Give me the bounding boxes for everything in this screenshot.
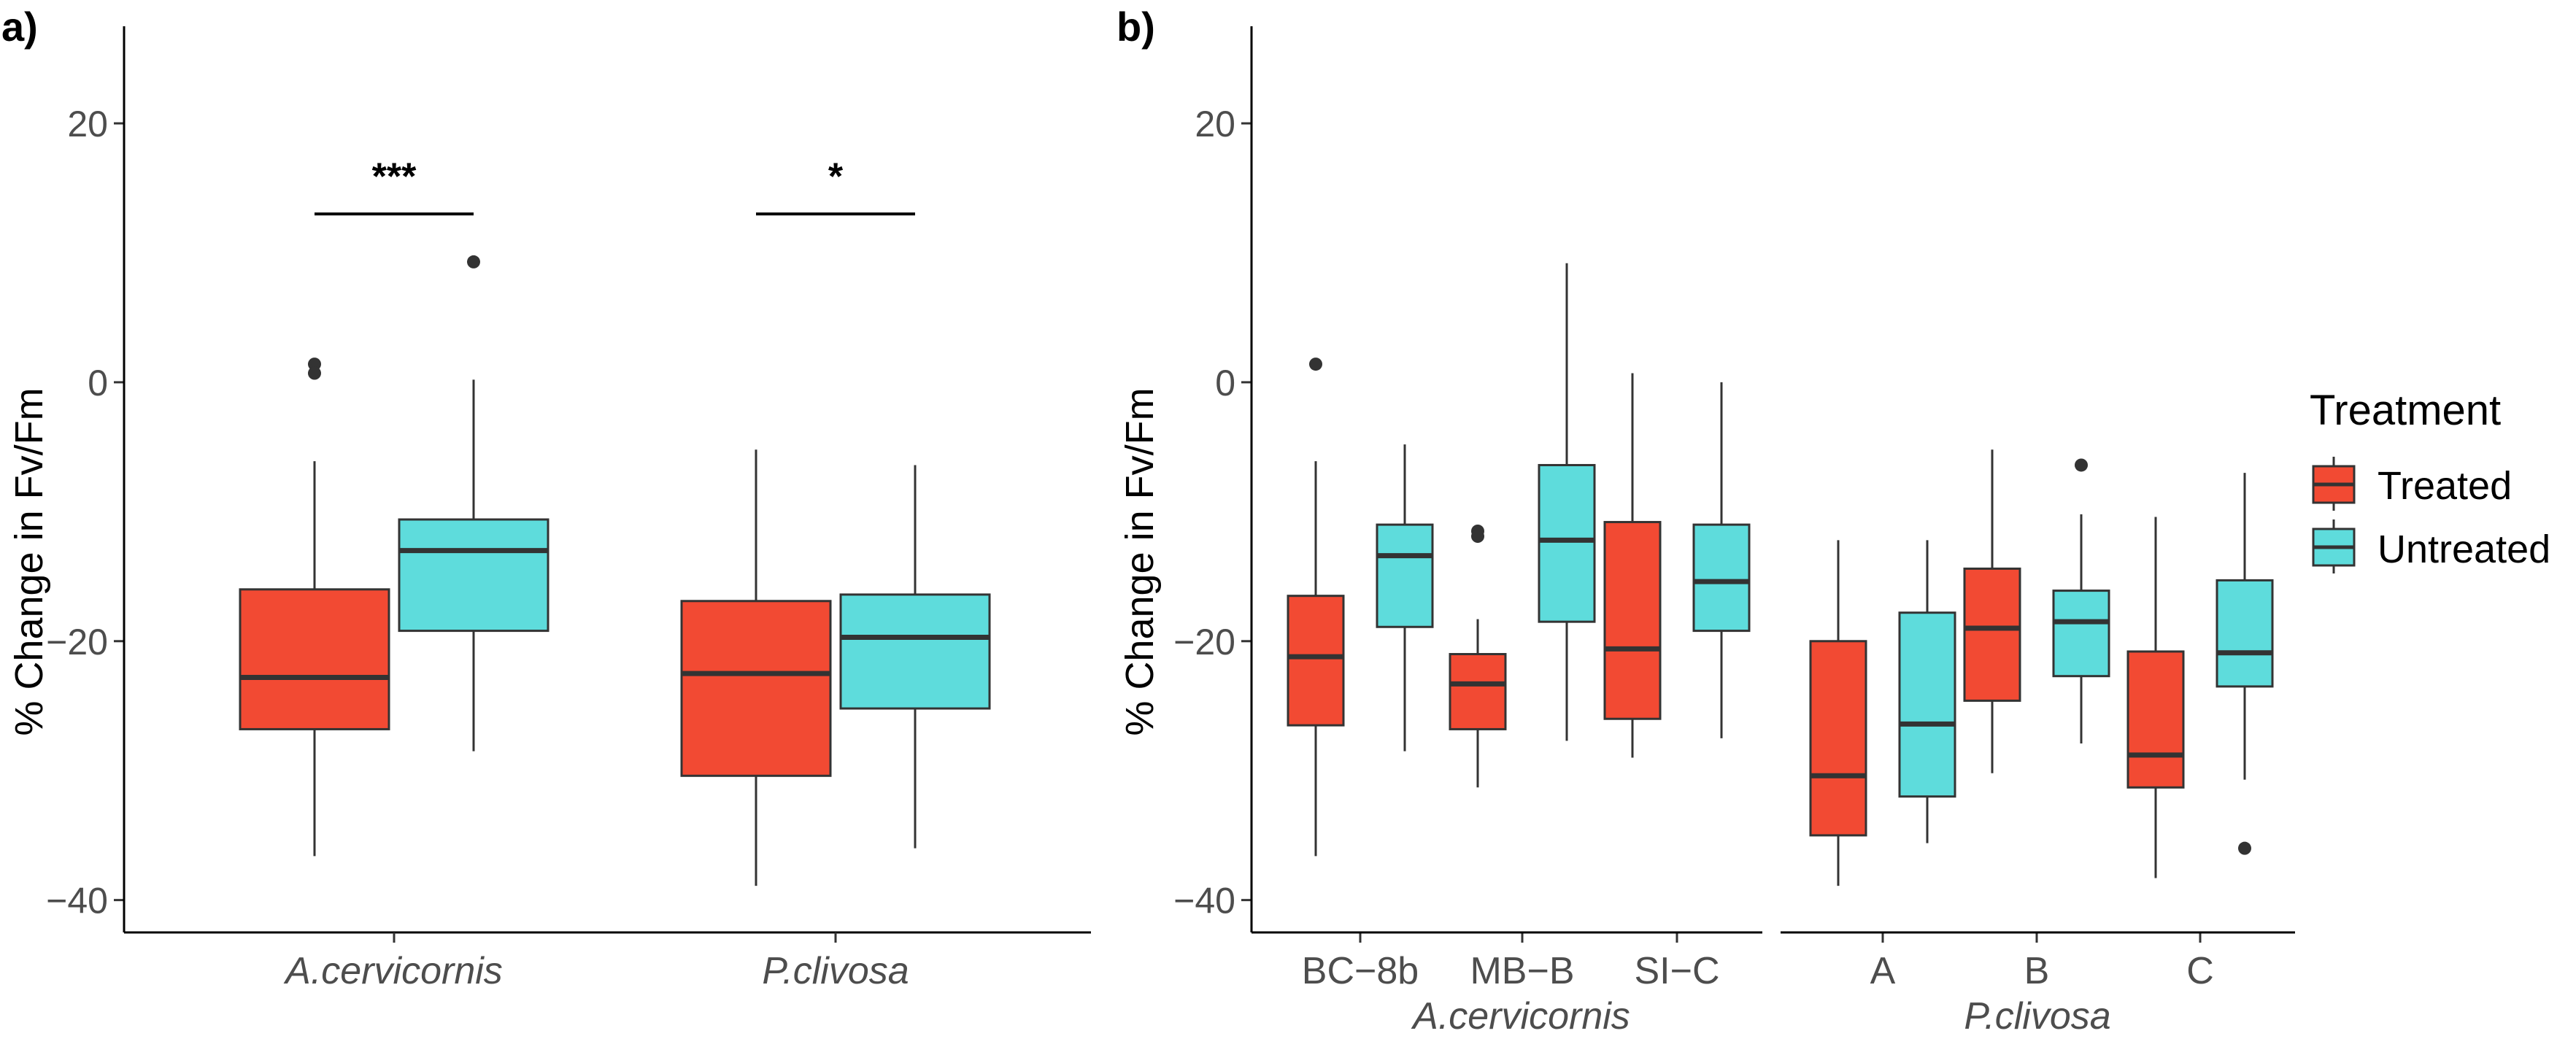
legend-label-treated: Treated xyxy=(2378,464,2512,508)
outlier-point xyxy=(308,366,321,380)
panel-b-x-tick-label-b: B xyxy=(2024,950,2050,992)
box-iqr xyxy=(1898,611,1956,798)
panel-a-x-tick-label-acervicornis: A.cervicornis xyxy=(283,950,503,992)
box-iqr xyxy=(680,600,832,777)
box-a xyxy=(1809,540,1867,886)
panel-a-significance-pclivosa: * xyxy=(756,155,915,216)
y-tick-label: −40 xyxy=(46,881,108,921)
panel-a-x-tick-label-pclivosa: P.clivosa xyxy=(762,950,909,992)
box-iqr xyxy=(1692,523,1751,633)
panel-a-label: a) xyxy=(1,4,38,50)
y-tick-label: 20 xyxy=(1195,104,1235,144)
box-bc-8b xyxy=(1376,444,1434,751)
outlier-point xyxy=(467,255,480,268)
panel-a-plot-area xyxy=(239,255,991,886)
box-mb-b xyxy=(1449,524,1507,788)
panel-b-label: b) xyxy=(1117,4,1155,50)
box-si-c xyxy=(1692,382,1751,738)
outlier-point xyxy=(1309,358,1322,371)
outlier-point xyxy=(308,358,321,371)
box-a xyxy=(1898,540,1956,843)
box-iqr xyxy=(2126,650,2185,789)
box-iqr xyxy=(1287,595,1345,727)
panel-b: b) % Change in Fv/Fm −40 −20 0 20 A.cervico… xyxy=(1117,4,2295,1037)
y-tick-label: 0 xyxy=(88,363,108,403)
significance-label: *** xyxy=(372,155,417,198)
panel-b-x-tick-label-mbb: MB−B xyxy=(1470,950,1574,992)
box-a-cervicornis xyxy=(239,358,390,857)
box-iqr xyxy=(839,593,991,710)
box-b xyxy=(2052,458,2110,743)
panel-a-y-ticks: −40 −20 0 20 xyxy=(46,104,124,921)
panel-b-x-tick-label-bc8b: BC−8b xyxy=(1302,950,1419,992)
legend-item-untreated: Untreated xyxy=(2312,519,2550,573)
box-iqr xyxy=(2052,590,2110,678)
box-mb-b xyxy=(1538,263,1596,741)
panel-b-group-label-pclivosa: P.clivosa xyxy=(1964,995,2110,1037)
legend: Treatment Treated Untreated xyxy=(2310,387,2550,573)
panel-b-x-tick-label-a: A xyxy=(1870,950,1896,992)
box-p-clivosa xyxy=(839,465,991,849)
y-tick-label: 0 xyxy=(1215,363,1235,403)
box-iqr xyxy=(1963,567,2021,702)
panel-a: a) % Change in Fv/Fm −40 −20 0 20 A.cervico… xyxy=(1,4,1091,992)
box-iqr xyxy=(1376,523,1434,628)
y-tick-label: 20 xyxy=(67,104,108,144)
panel-b-ylabel: % Change in Fv/Fm xyxy=(1118,387,1162,735)
panel-a-ylabel: % Change in Fv/Fm xyxy=(7,387,51,735)
box-iqr xyxy=(1809,640,1867,837)
panel-b-group-label-acervicornis: A.cervicornis xyxy=(1411,995,1630,1037)
outlier-point xyxy=(2238,841,2251,855)
box-iqr xyxy=(239,588,390,730)
box-iqr xyxy=(1449,653,1507,730)
legend-title: Treatment xyxy=(2310,387,2501,434)
panel-b-x-tick-label-c: C xyxy=(2186,950,2214,992)
panel-b-y-ticks: −40 −20 0 20 xyxy=(1173,104,1252,921)
legend-label-untreated: Untreated xyxy=(2378,528,2550,571)
box-iqr xyxy=(2216,579,2274,688)
box-si-c xyxy=(1603,373,1662,758)
panel-a-significance-acervicornis: *** xyxy=(315,155,474,216)
box-iqr xyxy=(1538,463,1596,623)
box-c xyxy=(2216,473,2274,855)
box-iqr xyxy=(1603,521,1662,720)
panel-b-plot-area xyxy=(1287,263,2274,943)
outlier-point xyxy=(1471,530,1484,544)
box-b xyxy=(1963,449,2021,773)
legend-item-treated: Treated xyxy=(2312,457,2512,511)
box-bc-8b xyxy=(1287,358,1345,857)
panel-b-x-tick-label-sic: SI−C xyxy=(1634,950,1719,992)
y-tick-label: −20 xyxy=(1173,622,1235,662)
box-iqr xyxy=(398,518,549,633)
significance-label: * xyxy=(828,155,844,198)
y-tick-label: −20 xyxy=(46,622,108,662)
y-tick-label: −40 xyxy=(1173,881,1235,921)
box-c xyxy=(2126,517,2185,878)
box-p-clivosa xyxy=(680,449,832,886)
box-a-cervicornis xyxy=(398,255,549,751)
outlier-point xyxy=(2075,458,2088,472)
